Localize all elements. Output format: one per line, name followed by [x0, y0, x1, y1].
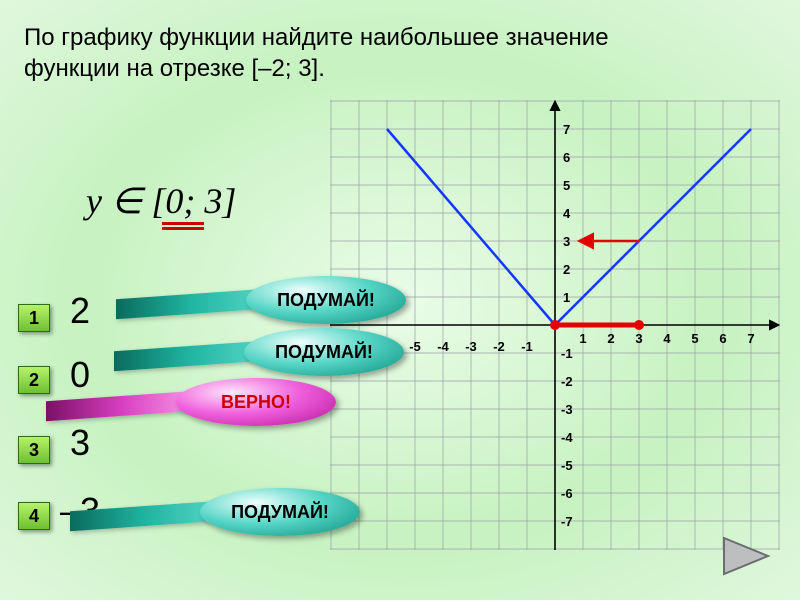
svg-text:-1: -1 — [521, 339, 533, 354]
svg-text:6: 6 — [563, 150, 570, 165]
callout-bubble: ПОДУМАЙ! — [200, 488, 360, 536]
next-button[interactable] — [720, 534, 772, 578]
svg-text:-2: -2 — [561, 374, 573, 389]
answer-value-1: 2 — [70, 290, 90, 332]
callout-text: ПОДУМАЙ! — [277, 290, 375, 311]
svg-text:3: 3 — [563, 234, 570, 249]
function-chart: -7-6-5-4-3-2-112345671234567-1-2-3-4-5-6… — [330, 100, 780, 550]
svg-text:-4: -4 — [561, 430, 573, 445]
feedback-callout-correct: ВЕРНО! — [176, 378, 336, 426]
svg-text:-3: -3 — [465, 339, 477, 354]
feedback-callout-1: ПОДУМАЙ! — [246, 276, 406, 324]
svg-text:4: 4 — [663, 331, 671, 346]
svg-text:1: 1 — [579, 331, 586, 346]
feedback-callout-4: ПОДУМАЙ! — [200, 488, 360, 536]
svg-text:4: 4 — [563, 206, 571, 221]
svg-text:1: 1 — [563, 290, 570, 305]
svg-text:7: 7 — [563, 122, 570, 137]
callout-bubble: ВЕРНО! — [176, 378, 336, 426]
underline-decoration — [162, 222, 204, 230]
svg-text:7: 7 — [747, 331, 754, 346]
option-button-4[interactable]: 4 — [18, 502, 50, 530]
callout-text: ПОДУМАЙ! — [231, 502, 329, 523]
question-line-2: функции на отрезке [–2; 3]. — [24, 55, 325, 82]
range-y: y — [86, 181, 102, 221]
option-button-1[interactable]: 1 — [18, 304, 50, 332]
svg-text:-3: -3 — [561, 402, 573, 417]
answer-value-2: 0 — [70, 354, 90, 396]
svg-text:-6: -6 — [561, 486, 573, 501]
range-in: ∈ — [111, 181, 142, 221]
svg-text:-4: -4 — [437, 339, 449, 354]
callout-bubble: ПОДУМАЙ! — [244, 328, 404, 376]
option-button-3[interactable]: 3 — [18, 436, 50, 464]
svg-text:2: 2 — [563, 262, 570, 277]
svg-text:3: 3 — [635, 331, 642, 346]
svg-text:5: 5 — [691, 331, 698, 346]
svg-text:2: 2 — [607, 331, 614, 346]
option-button-2[interactable]: 2 — [18, 366, 50, 394]
svg-text:-2: -2 — [493, 339, 505, 354]
range-interval: [0; 3] — [151, 181, 236, 221]
answer-value-3: 3 — [70, 422, 90, 464]
svg-text:-5: -5 — [561, 458, 573, 473]
callout-bubble: ПОДУМАЙ! — [246, 276, 406, 324]
svg-text:-1: -1 — [561, 346, 573, 361]
callout-text: ВЕРНО! — [221, 392, 291, 413]
svg-text:-7: -7 — [561, 514, 573, 529]
svg-text:5: 5 — [563, 178, 570, 193]
svg-text:6: 6 — [719, 331, 726, 346]
svg-text:-5: -5 — [409, 339, 421, 354]
range-label: y ∈ [0; 3] — [86, 180, 236, 222]
question-text: По графику функции найдите наибольшее зн… — [24, 22, 609, 84]
chart-highlight-segment — [550, 320, 644, 330]
question-line-1: По графику функции найдите наибольшее зн… — [24, 24, 609, 51]
feedback-callout-2: ПОДУМАЙ! — [244, 328, 404, 376]
callout-text: ПОДУМАЙ! — [275, 342, 373, 363]
